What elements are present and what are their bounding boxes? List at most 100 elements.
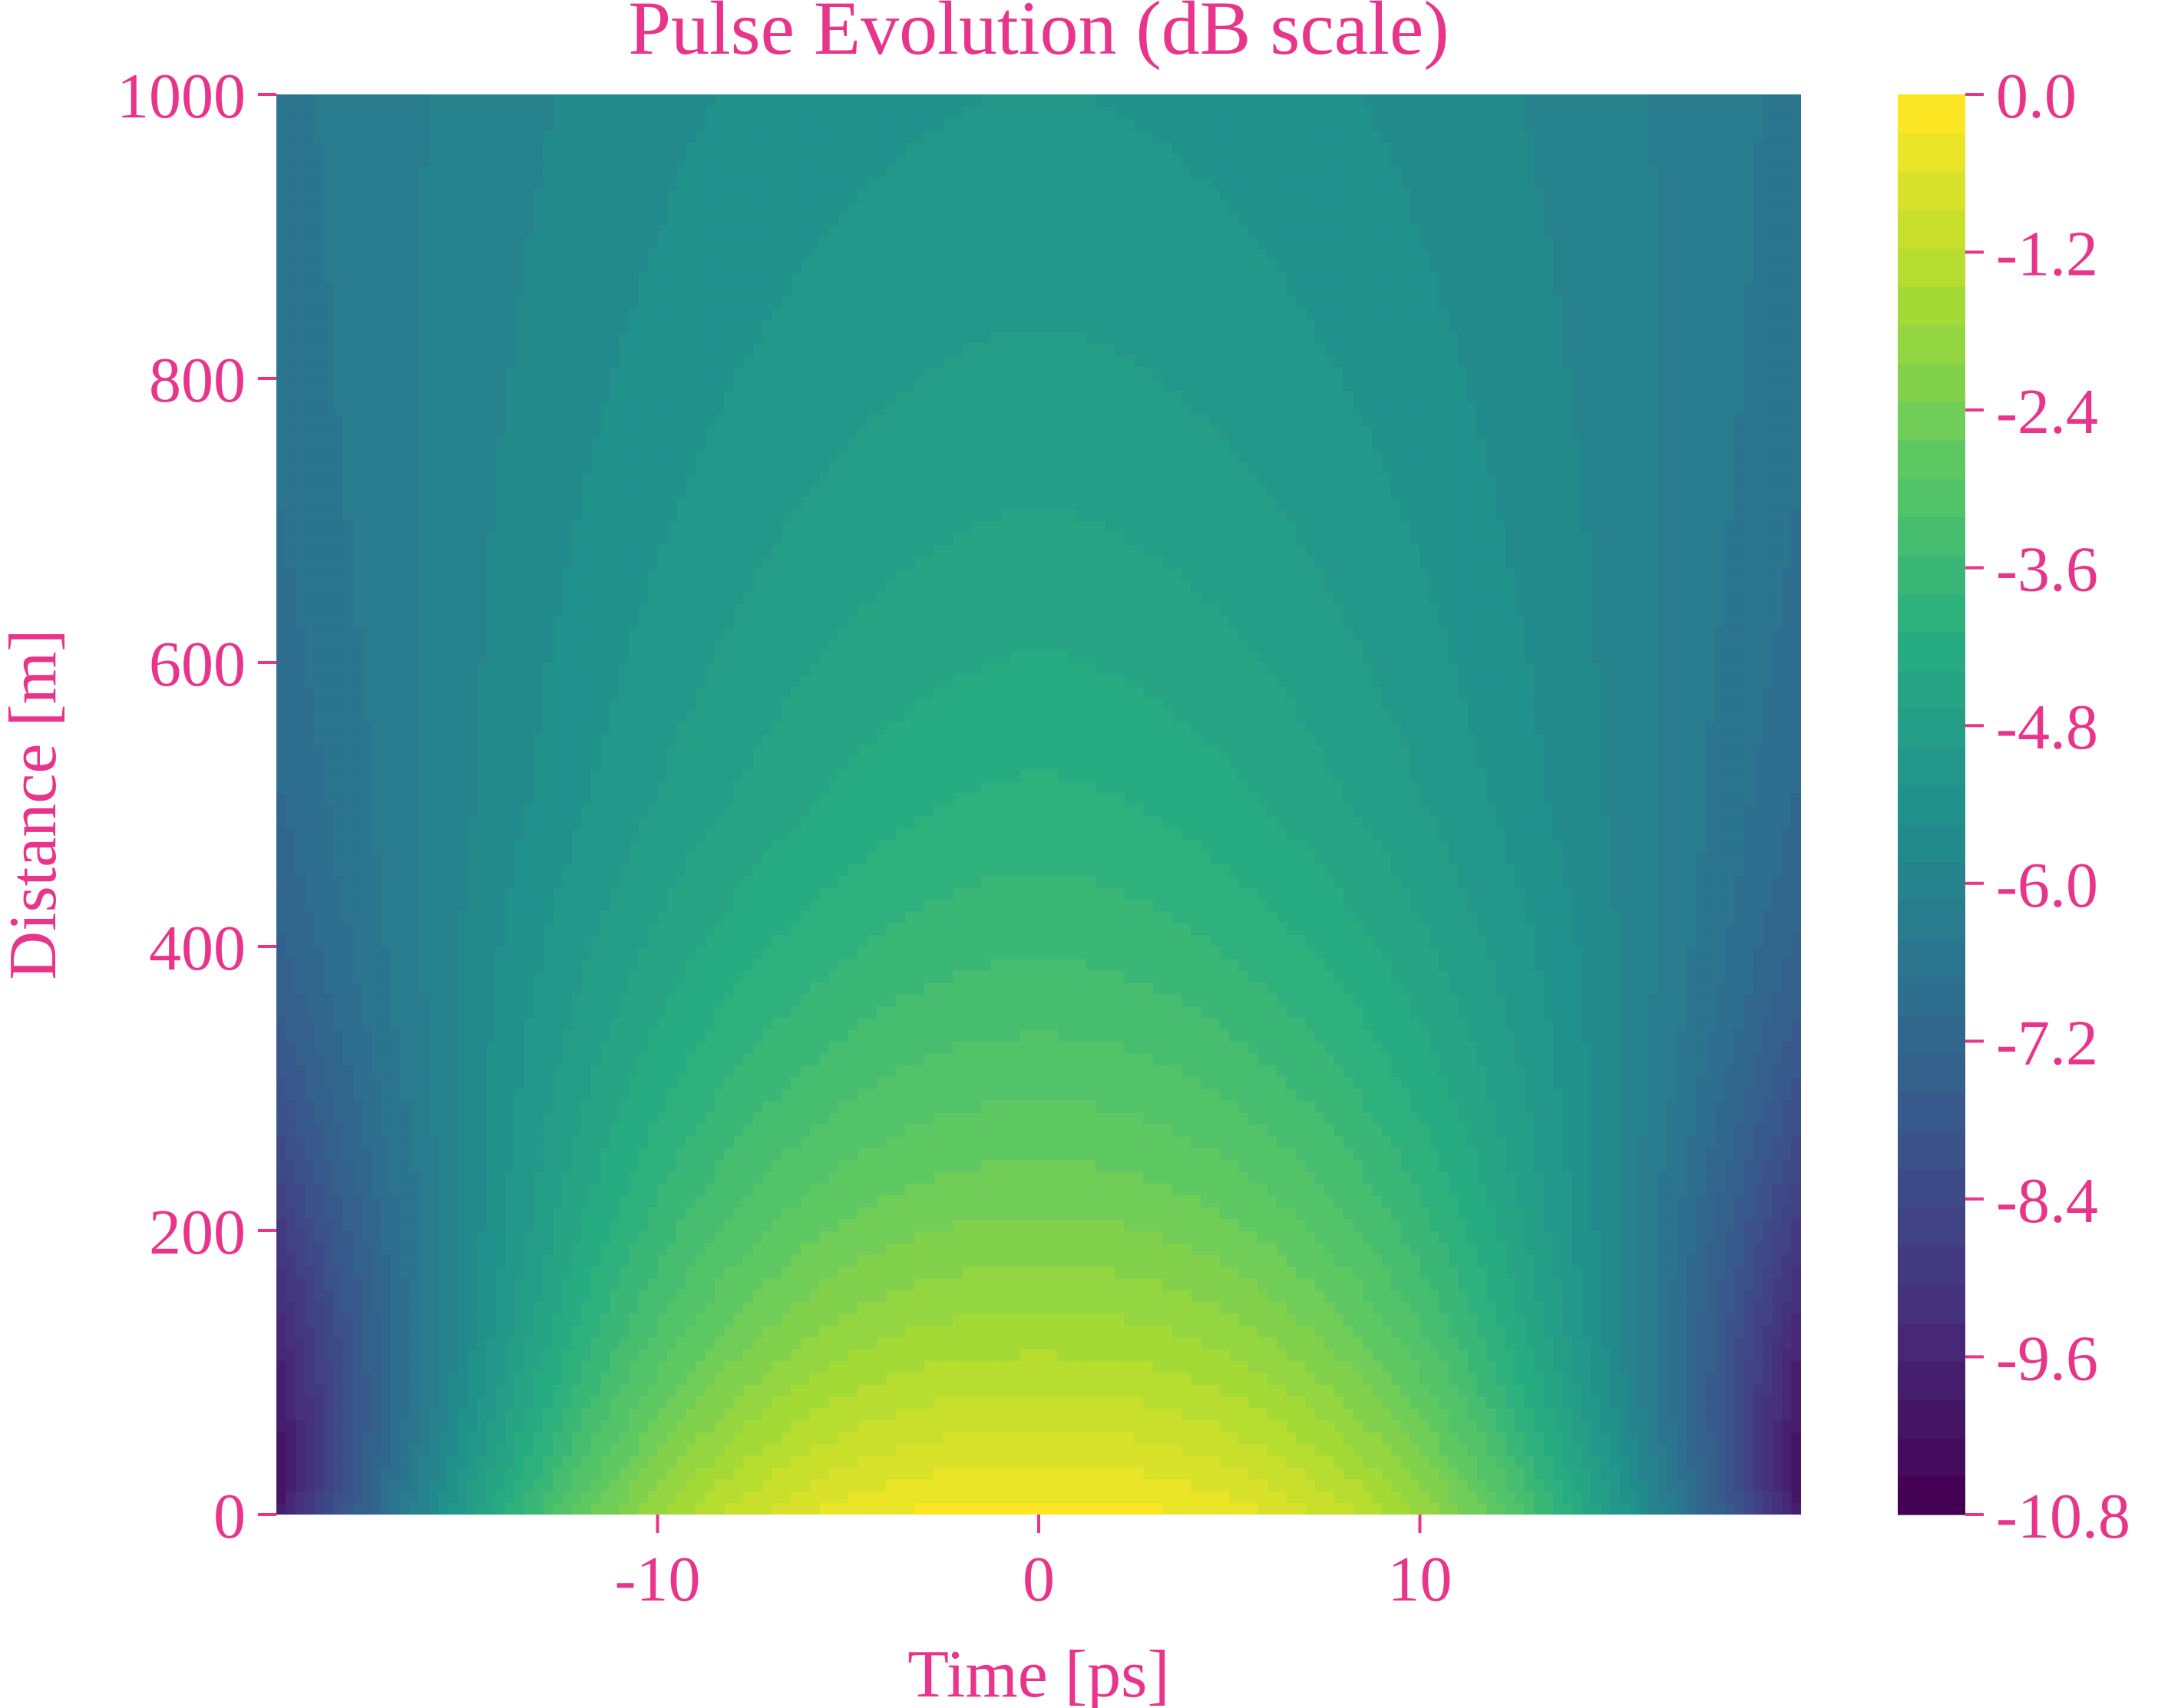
- heatmap-cell: [1353, 1443, 1363, 1456]
- heatmap-cell: [1525, 1194, 1535, 1207]
- heatmap-cell: [1753, 1301, 1763, 1314]
- heatmap-cell: [457, 1349, 468, 1362]
- heatmap-cell: [1458, 1384, 1469, 1397]
- heatmap-cell: [543, 1408, 554, 1421]
- heatmap-cell: [1515, 1313, 1525, 1326]
- heatmap-cell: [724, 1349, 735, 1362]
- heatmap-cell: [1219, 1266, 1230, 1279]
- heatmap-cell: [867, 1290, 877, 1303]
- heatmap-cell: [762, 1218, 773, 1231]
- heatmap-cell: [1696, 1360, 1707, 1373]
- heatmap-cell: [1772, 1231, 1783, 1244]
- heatmap-cell: [534, 1254, 544, 1267]
- heatmap-cell: [1610, 1432, 1621, 1445]
- heatmap-cell: [362, 1408, 372, 1421]
- heatmap-cell: [1743, 1231, 1754, 1244]
- heatmap-cell: [1086, 1148, 1097, 1161]
- heatmap-cell: [1343, 1491, 1354, 1504]
- heatmap-cell: [1000, 1419, 1011, 1432]
- heatmap-cell: [895, 1313, 906, 1326]
- heatmap-cell: [838, 1478, 849, 1492]
- heatmap-cell: [1191, 1336, 1201, 1350]
- heatmap-cell: [1476, 1491, 1487, 1504]
- heatmap-cell: [1581, 1148, 1592, 1161]
- heatmap-cell: [1743, 1218, 1754, 1231]
- heatmap-cell: [1201, 1242, 1211, 1255]
- heatmap-cell: [905, 1194, 916, 1207]
- heatmap-cell: [1677, 1478, 1687, 1492]
- heatmap-cell: [696, 1396, 706, 1409]
- heatmap-cell: [1439, 1218, 1449, 1231]
- heatmap-cell: [1248, 1419, 1259, 1432]
- heatmap-cell: [1439, 1491, 1449, 1504]
- heatmap-cell: [705, 1360, 715, 1373]
- heatmap-cell: [1391, 1218, 1402, 1231]
- heatmap-cell: [1476, 1396, 1487, 1409]
- heatmap-cell: [457, 1360, 468, 1373]
- heatmap-cell: [1677, 1384, 1687, 1397]
- heatmap-cell: [762, 1207, 773, 1220]
- heatmap-cell: [858, 1467, 868, 1480]
- heatmap-cell: [638, 1408, 649, 1421]
- heatmap-cell: [934, 1432, 944, 1445]
- heatmap-cell: [772, 1419, 782, 1432]
- heatmap-cell: [1210, 1491, 1221, 1504]
- heatmap-cell: [486, 1432, 497, 1445]
- heatmap-cell: [905, 1419, 916, 1432]
- heatmap-cell: [733, 1231, 744, 1244]
- heatmap-cell: [905, 1491, 916, 1504]
- heatmap-cell: [1257, 1194, 1268, 1207]
- heatmap-cell: [1201, 1194, 1211, 1207]
- heatmap-cell: [419, 1171, 430, 1184]
- heatmap-cell: [743, 1373, 754, 1386]
- heatmap-cell: [1677, 1290, 1687, 1303]
- heatmap-cell: [1134, 1266, 1145, 1279]
- heatmap-cell: [390, 1231, 401, 1244]
- heatmap-cell: [1039, 1491, 1049, 1504]
- heatmap-cell: [743, 1432, 754, 1445]
- heatmap-cell: [1715, 1373, 1726, 1386]
- heatmap-cell: [1210, 1313, 1221, 1326]
- heatmap-cell: [1610, 1148, 1621, 1161]
- heatmap-cell: [1458, 1207, 1469, 1220]
- heatmap-cell: [314, 1419, 325, 1432]
- heatmap-cell: [867, 1266, 877, 1279]
- heatmap-cell: [352, 1408, 363, 1421]
- heatmap-cell: [676, 1277, 687, 1290]
- heatmap-cell: [972, 1159, 983, 1172]
- heatmap-cell: [1629, 1432, 1640, 1445]
- heatmap-cell: [1191, 1384, 1201, 1397]
- heatmap-cell: [1143, 1183, 1154, 1196]
- heatmap-cell: [867, 1148, 877, 1161]
- heatmap-cell: [428, 1455, 439, 1468]
- heatmap-cell: [1782, 1443, 1793, 1456]
- heatmap-cell: [342, 1135, 353, 1148]
- heatmap-cell: [953, 1242, 963, 1255]
- heatmap-cell: [1419, 1432, 1430, 1445]
- heatmap-cell: [467, 1373, 478, 1386]
- heatmap-cell: [1715, 1148, 1726, 1161]
- heatmap-cell: [990, 1207, 1001, 1220]
- heatmap-cell: [1010, 1432, 1020, 1445]
- heatmap-cell: [638, 1336, 649, 1350]
- heatmap-cell: [1267, 1159, 1277, 1172]
- heatmap-cell: [1772, 1408, 1783, 1421]
- heatmap-cell: [838, 1432, 849, 1445]
- heatmap-cell: [848, 1336, 858, 1350]
- heatmap-cell: [781, 1266, 791, 1279]
- heatmap-cell: [1572, 1373, 1583, 1386]
- heatmap-cell: [1039, 1419, 1049, 1432]
- heatmap-cell: [372, 1171, 382, 1184]
- heatmap-cell: [1238, 1159, 1249, 1172]
- heatmap-cell: [1029, 1194, 1039, 1207]
- heatmap-cell: [1515, 1432, 1525, 1445]
- heatmap-cell: [571, 1443, 582, 1456]
- heatmap-cell: [1429, 1207, 1439, 1220]
- heatmap-cell: [714, 1325, 725, 1338]
- heatmap-cell: [1763, 1242, 1773, 1255]
- heatmap-cell: [772, 1349, 782, 1362]
- heatmap-cell: [514, 1491, 525, 1504]
- heatmap-cell: [286, 1183, 296, 1196]
- heatmap-cell: [1201, 1455, 1211, 1468]
- heatmap-cell: [1057, 1443, 1068, 1456]
